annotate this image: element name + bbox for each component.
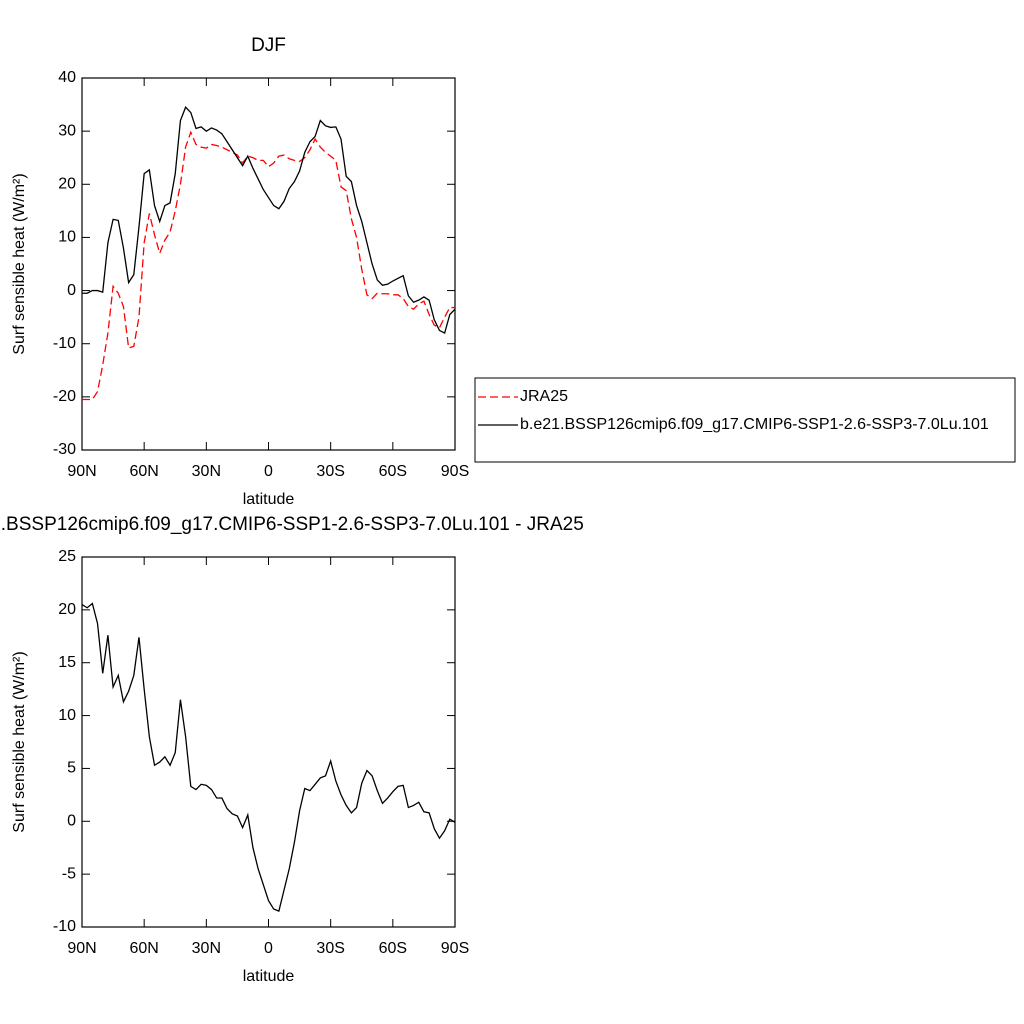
chart-title: DJF bbox=[251, 35, 286, 56]
y-tick-label: -10 bbox=[53, 335, 76, 352]
y-tick-label: 30 bbox=[58, 122, 76, 139]
legend-label: JRA25 bbox=[520, 388, 568, 405]
y-axis-label: Surf sensible heat (W/m²) bbox=[11, 651, 28, 832]
x-tick-label: 0 bbox=[264, 463, 273, 480]
x-tick-label: 60N bbox=[129, 940, 158, 957]
legend-label: b.e21.BSSP126cmip6.f09_g17.CMIP6-SSP1-2.… bbox=[520, 416, 989, 433]
y-tick-label: 0 bbox=[67, 813, 76, 830]
y-tick-label: 15 bbox=[58, 654, 76, 671]
x-tick-label: 90S bbox=[441, 463, 469, 480]
x-tick-label: 90N bbox=[67, 940, 96, 957]
x-tick-label: 30N bbox=[192, 463, 221, 480]
x-tick-label: 90S bbox=[441, 940, 469, 957]
x-tick-label: 30S bbox=[316, 940, 344, 957]
x-tick-label: 30S bbox=[316, 463, 344, 480]
plot-frame bbox=[81, 77, 456, 451]
y-tick-label: 0 bbox=[67, 282, 76, 299]
chart-title: b.e21.BSSP126cmip6.f09_g17.CMIP6-SSP1-2.… bbox=[0, 514, 584, 535]
series-line bbox=[82, 130, 455, 401]
legend-box bbox=[474, 377, 1016, 463]
plot-frame bbox=[81, 556, 456, 928]
x-tick-label: 60N bbox=[129, 463, 158, 480]
y-tick-label: -30 bbox=[53, 441, 76, 458]
y-tick-label: 40 bbox=[58, 69, 76, 86]
y-tick-label: 20 bbox=[58, 601, 76, 618]
y-tick-label: 25 bbox=[58, 548, 76, 565]
x-tick-label: 90N bbox=[67, 463, 96, 480]
y-tick-label: -20 bbox=[53, 388, 76, 405]
x-axis-label: latitude bbox=[243, 491, 295, 508]
x-tick-label: 60S bbox=[379, 940, 407, 957]
y-tick-label: 20 bbox=[58, 176, 76, 193]
y-tick-label: -5 bbox=[62, 865, 76, 882]
y-tick-label: 10 bbox=[58, 707, 76, 724]
x-tick-label: 0 bbox=[264, 940, 273, 957]
x-axis-label: latitude bbox=[243, 968, 295, 985]
y-tick-label: 10 bbox=[58, 229, 76, 246]
x-tick-label: 30N bbox=[192, 940, 221, 957]
y-axis-label: Surf sensible heat (W/m²) bbox=[11, 173, 28, 354]
y-tick-label: -10 bbox=[53, 918, 76, 935]
series-line bbox=[81, 602, 456, 913]
x-tick-label: 60S bbox=[379, 463, 407, 480]
series-line bbox=[82, 106, 456, 335]
y-tick-label: 5 bbox=[67, 760, 76, 777]
